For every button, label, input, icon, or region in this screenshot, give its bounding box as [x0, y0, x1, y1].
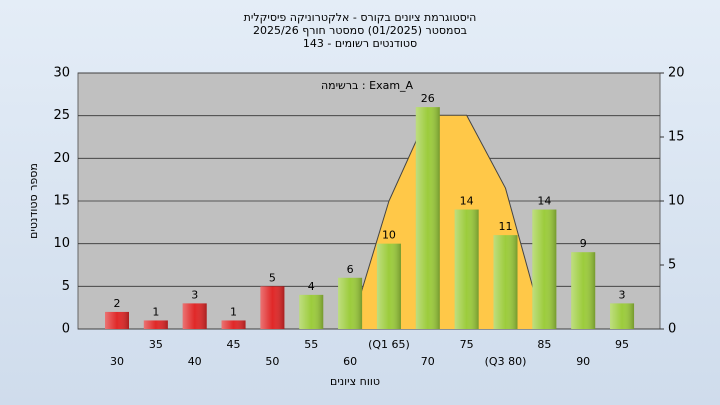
- bar-shade: [454, 209, 479, 329]
- x-tick-label: 85: [537, 338, 551, 351]
- x-tick-label: 55: [304, 338, 318, 351]
- data-label: 14: [537, 195, 551, 208]
- data-label: 1: [152, 305, 159, 318]
- x-tick-label: 70: [421, 355, 435, 368]
- y-tick-label: 20: [53, 151, 70, 166]
- y-tick-label: 30: [53, 66, 70, 81]
- bar-shade: [299, 294, 324, 329]
- data-label: 9: [580, 237, 587, 250]
- y2-tick-label: 20: [668, 66, 685, 81]
- x-tick-label: 45: [227, 338, 241, 351]
- data-label: 2: [114, 297, 121, 310]
- bar-shade: [182, 303, 207, 329]
- y-tick-label: 15: [53, 194, 70, 209]
- x-tick-label: 35: [149, 338, 163, 351]
- x-tick-label: (Q1 65): [368, 338, 410, 351]
- data-label: 26: [421, 92, 435, 105]
- data-label: 14: [460, 195, 474, 208]
- annotation: ברשימה : Exam_A: [321, 79, 414, 92]
- y-tick-label: 0: [62, 322, 70, 337]
- bar-shade: [376, 243, 401, 329]
- bar-shade: [260, 286, 285, 329]
- bar-shade: [610, 303, 635, 329]
- y2-tick-label: 15: [668, 130, 685, 145]
- bar-shade: [415, 107, 440, 329]
- x-tick-label: 30: [110, 355, 124, 368]
- y2-tick-label: 0: [668, 322, 676, 337]
- bar-shade: [338, 277, 363, 329]
- data-label: 1: [230, 305, 237, 318]
- data-label: 3: [191, 288, 198, 301]
- bar-shade: [571, 252, 596, 329]
- data-label: 6: [347, 263, 354, 276]
- bar-shade: [105, 311, 129, 329]
- y-axis-label: מספר סטודנטים: [27, 163, 40, 239]
- x-tick-label: 40: [188, 355, 202, 368]
- bar-shade: [532, 209, 557, 329]
- title: היסטוגרמת ציונים בקורס - אלקטרוניקה פיסי…: [244, 11, 477, 24]
- y2-tick-label: 10: [668, 194, 685, 209]
- y-tick-label: 10: [53, 236, 70, 251]
- overlay-line: [349, 114, 545, 330]
- x-axis-label: טווח ציונים: [330, 375, 380, 388]
- x-tick-label: (Q3 80): [485, 355, 527, 368]
- bar-shade: [493, 235, 518, 329]
- subtitle: סטודנטים רשומים - 143: [303, 37, 417, 50]
- subtitle: בסמסטר (01/2025) סמסטר חורף 2025/26: [253, 24, 467, 37]
- data-label: 5: [269, 271, 276, 284]
- data-label: 3: [619, 288, 626, 301]
- bar-shade: [143, 320, 168, 329]
- x-tick-label: 95: [615, 338, 629, 351]
- x-tick-label: 60: [343, 355, 357, 368]
- data-label: 10: [382, 229, 396, 242]
- x-tick-label: 75: [460, 338, 474, 351]
- y-tick-label: 25: [53, 108, 70, 123]
- y-tick-label: 5: [62, 279, 70, 294]
- x-tick-label: 50: [265, 355, 279, 368]
- data-label: 11: [499, 220, 513, 233]
- x-tick-label: 90: [576, 355, 590, 368]
- y2-tick-label: 5: [668, 258, 676, 273]
- bar-shade: [221, 320, 246, 329]
- data-label: 4: [308, 280, 315, 293]
